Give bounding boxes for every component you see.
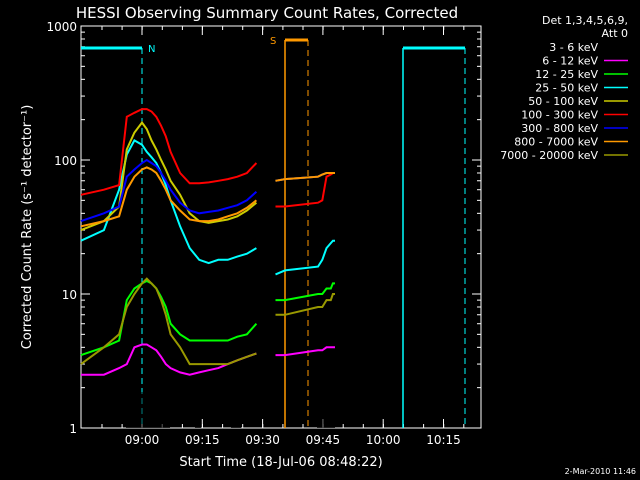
legend-label: 300 - 800 keV <box>521 122 598 135</box>
legend-label: 12 - 25 keV <box>535 68 598 81</box>
legend-header-line2: Att 0 <box>602 27 628 40</box>
footer-timestamp: 2-Mar-2010 11:46 <box>565 467 636 476</box>
y-tick-label: 100 <box>54 154 77 168</box>
x-axis: 09:00 09:15 09:30 09:45 10:00 10:15 <box>101 26 465 447</box>
x-axis-label: Start Time (18-Jul-06 08:48:22) <box>179 455 382 470</box>
x-tick-label: 10:15 <box>426 433 461 447</box>
legend-label: 6 - 12 keV <box>542 55 598 68</box>
x-tick-label: 10:00 <box>366 433 401 447</box>
chart-title: HESSI Observing Summary Count Rates, Cor… <box>76 4 458 22</box>
y-tick-label: 10 <box>62 288 77 302</box>
y-axis: 1 10 100 1000 <box>46 20 481 436</box>
legend-label: 7000 - 20000 keV <box>500 149 598 162</box>
series-line <box>81 343 335 376</box>
observing-flags: NS <box>81 36 466 428</box>
plot-frame <box>80 25 482 429</box>
series-line <box>80 166 335 228</box>
legend-label: 3 - 6 keV <box>549 41 598 54</box>
x-tick-label: 09:30 <box>245 433 280 447</box>
x-tick-label: 09:00 <box>125 433 160 447</box>
legend-label: 800 - 7000 keV <box>514 136 598 149</box>
series-line <box>80 277 335 366</box>
night-marker-label: N <box>148 44 155 55</box>
series-group <box>80 108 335 428</box>
x-tick-label: 09:15 <box>185 433 220 447</box>
y-axis-label: Corrected Count Rate (s⁻¹ detector⁻¹) <box>20 105 35 350</box>
legend-label: 25 - 50 keV <box>535 82 598 95</box>
series-line <box>80 279 335 357</box>
saa-marker-label: S <box>270 36 276 47</box>
legend-label: 100 - 300 keV <box>521 109 598 122</box>
series-line <box>80 139 335 276</box>
legend-header-line1: Det 1,3,4,5,6,9, <box>542 14 628 27</box>
y-tick-label: 1000 <box>46 20 77 34</box>
x-tick-label: 09:45 <box>306 433 341 447</box>
y-tick-label: 1 <box>69 422 77 436</box>
legend-label: 50 - 100 keV <box>528 95 598 108</box>
